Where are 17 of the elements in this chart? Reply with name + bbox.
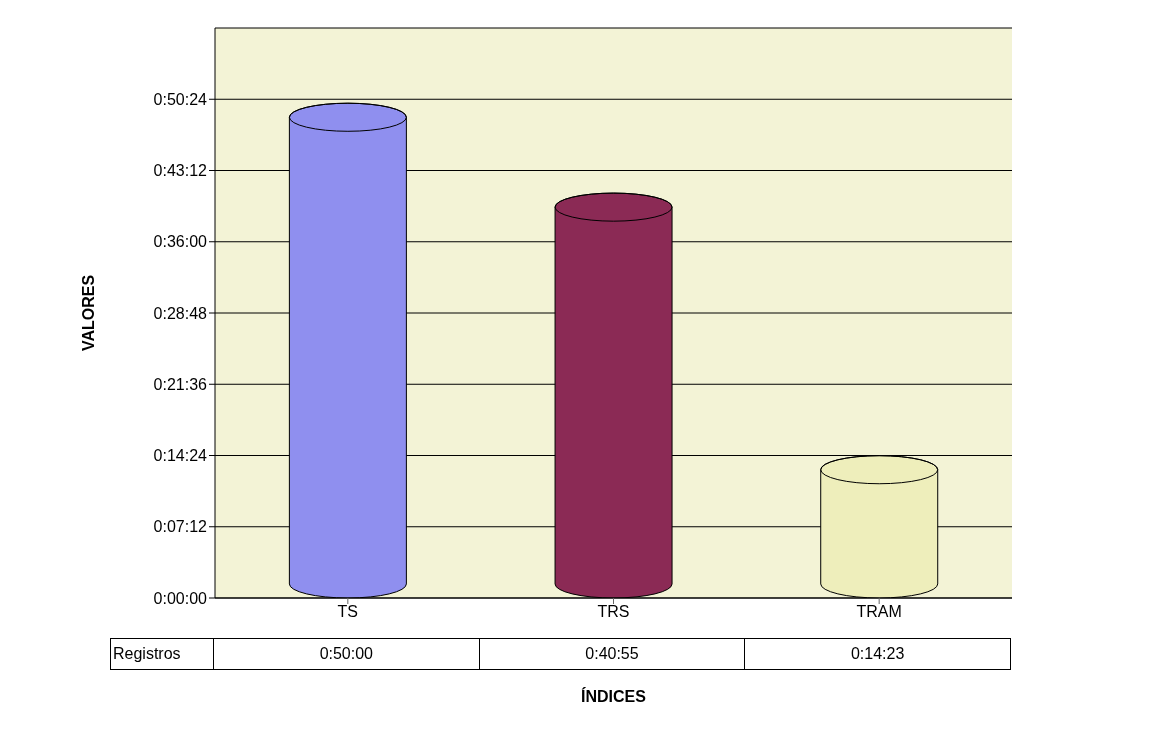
x-tick-label: TRS bbox=[597, 603, 630, 621]
data-label: 0:40:55 bbox=[479, 638, 746, 670]
y-tick-label: 0:50:24 bbox=[153, 90, 208, 108]
x-tick-label: TRAM bbox=[856, 603, 902, 621]
x-tick-label: TS bbox=[337, 603, 359, 621]
y-tick-label: 0:07:12 bbox=[153, 518, 208, 536]
y-tick-label: 0:14:24 bbox=[153, 447, 208, 465]
y-tick-label: 0:36:00 bbox=[153, 233, 208, 251]
y-axis-title: VALORES bbox=[79, 274, 97, 352]
y-tick-label: 0:43:12 bbox=[153, 162, 208, 180]
y-tick-label: 0:21:36 bbox=[153, 375, 208, 393]
data-label: 0:50:00 bbox=[214, 638, 480, 670]
y-tick-label: 0:00:00 bbox=[153, 589, 208, 607]
data-label: 0:14:23 bbox=[745, 638, 1011, 670]
y-tick-label: 0:28:48 bbox=[153, 304, 208, 322]
text: Registros bbox=[110, 638, 214, 670]
x-axis-title: ÍNDICES bbox=[580, 688, 647, 706]
